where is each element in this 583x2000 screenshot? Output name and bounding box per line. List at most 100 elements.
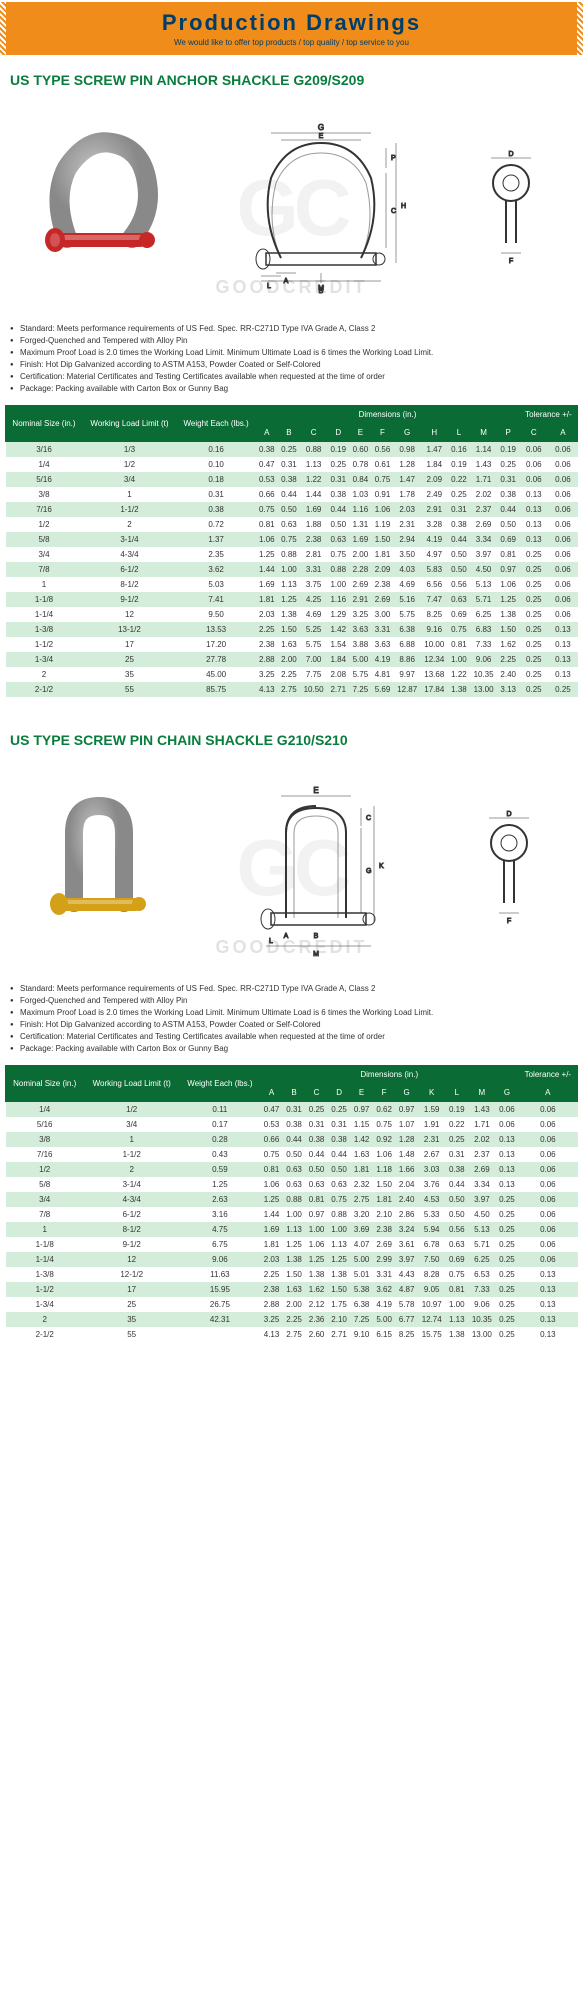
table-cell: 0.75	[446, 1267, 469, 1282]
table-cell: 1.50	[497, 622, 519, 637]
table-cell: 1.25	[260, 1192, 283, 1207]
svg-text:F: F	[507, 918, 511, 925]
table-cell: 0.38	[283, 1117, 306, 1132]
table-cell: 0.53	[256, 472, 278, 487]
table-cell: 0.22	[448, 472, 470, 487]
table-cell: 8.28	[418, 1267, 446, 1282]
table-cell: 1-1/4	[6, 607, 83, 622]
table-cell: 0.31	[176, 487, 255, 502]
table-cell: 1.50	[328, 1282, 351, 1297]
table-cell: 0.25	[496, 1327, 519, 1342]
table-cell: 5/16	[6, 472, 83, 487]
table-cell: 0.25	[496, 1237, 519, 1252]
table-cell: 0.13	[518, 1327, 577, 1342]
table-cell: 0.88	[278, 547, 300, 562]
product-photo	[37, 128, 167, 288]
table-cell: 1.44	[300, 487, 327, 502]
table-cell: 0.75	[278, 532, 300, 547]
table-subheader: K	[418, 1084, 446, 1102]
table-cell: 5.83	[421, 562, 448, 577]
table-row: 2-1/2554.132.752.602.719.106.158.2515.75…	[6, 1327, 578, 1342]
table-cell: 0.69	[448, 607, 470, 622]
table-cell: 0.06	[548, 562, 577, 577]
table-cell: 12-1/2	[84, 1267, 180, 1282]
table-cell: 8.86	[394, 652, 421, 667]
table-cell: 0.81	[497, 547, 519, 562]
table-cell: 0.75	[373, 1117, 396, 1132]
table-cell: 0.06	[518, 1177, 577, 1192]
table-cell: 2.03	[260, 1252, 283, 1267]
table-cell: 0.66	[260, 1132, 283, 1147]
table-cell: 0.25	[496, 1282, 519, 1297]
table-cell: 5.38	[350, 1282, 373, 1297]
table-cell: 6-1/2	[84, 1207, 180, 1222]
svg-text:K: K	[379, 863, 384, 870]
table-cell: 0.56	[446, 1222, 469, 1237]
table-cell: 4.50	[468, 1207, 496, 1222]
table-cell: 5.00	[349, 652, 371, 667]
svg-text:A: A	[284, 278, 289, 285]
table-cell: 3.75	[300, 577, 327, 592]
table-cell: 0.56	[448, 577, 470, 592]
table-cell: 2.38	[371, 577, 393, 592]
table-cell: 8.25	[421, 607, 448, 622]
table-cell: 3.34	[468, 1177, 496, 1192]
table-cell: 1-1/4	[6, 1252, 84, 1267]
table-cell: 0.44	[328, 1147, 351, 1162]
table-cell: 2.69	[470, 517, 497, 532]
table-cell: 5.00	[350, 1252, 373, 1267]
table-cell: 0.06	[548, 517, 577, 532]
table-cell: 4.13	[256, 682, 278, 697]
table-cell: 0.06	[548, 577, 577, 592]
table-cell: 11.63	[180, 1267, 261, 1282]
table-cell: 6.75	[180, 1237, 261, 1252]
table-cell: 0.25	[519, 577, 548, 592]
table-cell: 0.38	[446, 1162, 469, 1177]
svg-text:H: H	[401, 203, 406, 210]
table-cell: 0.25	[519, 622, 548, 637]
table-subheader: C	[305, 1084, 328, 1102]
table-cell: 9.97	[394, 667, 421, 682]
table-cell: 1.71	[470, 472, 497, 487]
table-cell: 9-1/2	[83, 592, 177, 607]
table-cell: 1/2	[6, 1162, 84, 1177]
table-cell: 2.94	[394, 532, 421, 547]
table-cell: 0.38	[497, 487, 519, 502]
table-cell: 5.75	[300, 637, 327, 652]
table-cell: 0.31	[278, 457, 300, 472]
table-cell: 2.35	[176, 547, 255, 562]
table-cell: 1.25	[305, 1252, 328, 1267]
table-cell: 1.25	[278, 592, 300, 607]
table-cell: 0.13	[548, 622, 577, 637]
table-cell: 2	[6, 667, 83, 682]
table-cell: 1-1/2	[83, 502, 177, 517]
table-cell: 0.28	[180, 1132, 261, 1147]
table-row: 7/161-1/20.380.750.501.690.441.161.062.0…	[6, 502, 578, 517]
table-cell: 2.00	[278, 652, 300, 667]
table-cell: 1.06	[260, 1177, 283, 1192]
table-cell: 0.38	[328, 1132, 351, 1147]
table-row: 18-1/24.751.691.131.001.003.692.383.245.…	[6, 1222, 578, 1237]
table-cell: 0.25	[519, 637, 548, 652]
table-cell: 1.25	[256, 547, 278, 562]
table-cell: 0.61	[371, 457, 393, 472]
table-cell: 0.75	[448, 622, 470, 637]
spec-item: Maximum Proof Load is 2.0 times the Work…	[10, 1007, 573, 1019]
table-cell: 2.81	[300, 547, 327, 562]
diagram-area: GC GOODCREDIT G E P C H B A L M	[0, 98, 583, 318]
table-cell: 0.13	[496, 1132, 519, 1147]
table-cell: 1.38	[446, 1327, 469, 1342]
table-cell: 10.35	[468, 1312, 496, 1327]
table-cell: 0.13	[496, 1147, 519, 1162]
table-cell: 1.47	[394, 472, 421, 487]
table-cell: 0.06	[518, 1252, 577, 1267]
table-cell: 0.13	[519, 502, 548, 517]
table-cell: 4.69	[394, 577, 421, 592]
table-cell: 1.66	[395, 1162, 418, 1177]
table-cell: 5/8	[6, 1177, 84, 1192]
table-cell: 2.88	[260, 1297, 283, 1312]
table-cell: 0.06	[548, 502, 577, 517]
table-cell: 13.00	[468, 1327, 496, 1342]
table-row: 1-3/42527.782.882.007.001.845.004.198.86…	[6, 652, 578, 667]
table-cell: 0.25	[497, 457, 519, 472]
